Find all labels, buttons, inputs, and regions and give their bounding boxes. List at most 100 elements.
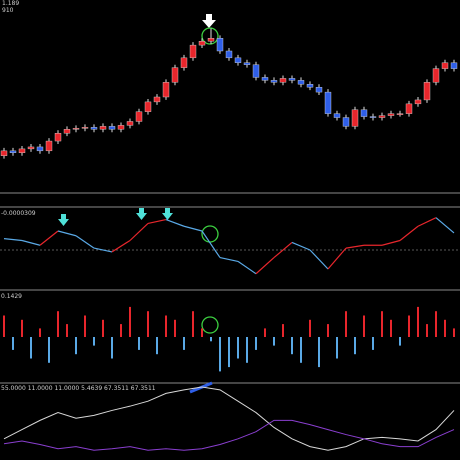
candle-body xyxy=(432,68,440,83)
candle-body xyxy=(126,121,134,126)
candle-body xyxy=(207,38,215,42)
candle-body xyxy=(387,113,395,116)
candle-body xyxy=(180,57,188,68)
down-arrow xyxy=(202,14,216,28)
candle-body xyxy=(324,91,332,114)
histogram-bar xyxy=(147,311,149,337)
candle-body xyxy=(360,109,368,117)
oscillator-segment xyxy=(399,225,419,241)
candle-body xyxy=(441,62,449,69)
candle-body xyxy=(450,62,458,69)
candle-body xyxy=(279,78,287,83)
panel-label: -0.0000309 xyxy=(1,210,36,217)
histogram-bar xyxy=(48,337,50,363)
candle-body xyxy=(27,146,35,150)
down-arrow xyxy=(58,214,69,226)
candle-body xyxy=(90,127,98,130)
candle-body xyxy=(342,117,350,127)
histogram-bar xyxy=(57,311,59,337)
histogram-bar xyxy=(93,337,95,346)
histogram-bar xyxy=(417,306,419,337)
candle-body xyxy=(297,80,305,85)
candle-body xyxy=(9,150,17,153)
histogram-bar xyxy=(363,315,365,337)
histogram-bar xyxy=(156,337,158,355)
candle-body xyxy=(306,84,314,88)
histogram-bar xyxy=(219,337,221,372)
histogram-bar xyxy=(237,337,239,359)
oscillator-segment xyxy=(201,230,221,258)
panel-label: 55.0000 11.0000 11.0000 5.4639 67.3511 6… xyxy=(1,385,156,392)
histogram-bar xyxy=(372,337,374,350)
candle-body xyxy=(0,150,8,156)
histogram-bar xyxy=(75,337,77,355)
histogram-bar xyxy=(210,337,212,342)
candle-body xyxy=(225,50,233,59)
oscillator-segment xyxy=(291,241,311,251)
oscillator-segment xyxy=(255,257,275,275)
candle-body xyxy=(18,148,26,154)
histogram-bar xyxy=(174,319,176,337)
candle-body xyxy=(315,87,323,93)
histogram-bar xyxy=(282,324,284,337)
candle-body xyxy=(351,109,359,127)
histogram-bar xyxy=(291,337,293,355)
candle-body xyxy=(171,67,179,83)
oscillator-segment xyxy=(327,247,347,270)
candle-body xyxy=(99,126,107,130)
candle-body xyxy=(162,82,170,98)
candle-body xyxy=(108,126,116,130)
histogram-bar xyxy=(192,311,194,337)
oscillator-segment xyxy=(183,225,203,232)
histogram-bar xyxy=(84,315,86,337)
candle-body xyxy=(135,111,143,122)
candle-body xyxy=(243,62,251,65)
candle-body xyxy=(396,113,404,115)
histogram-bar xyxy=(435,311,437,337)
oscillator-segment xyxy=(93,247,113,253)
histogram-bar xyxy=(318,337,320,368)
histogram-bar xyxy=(345,311,347,337)
histogram-bar xyxy=(444,319,446,337)
histogram-bar xyxy=(453,328,455,337)
oscillator-segment xyxy=(345,244,365,249)
candle-body xyxy=(261,77,269,81)
candle-body xyxy=(153,96,161,103)
oscillator-segment xyxy=(57,230,77,237)
histogram-bar xyxy=(309,319,311,337)
candle-body xyxy=(234,57,242,63)
oscillator-segment xyxy=(309,249,329,270)
histogram-bar xyxy=(327,324,329,337)
histogram-bar xyxy=(426,324,428,337)
candle-body xyxy=(72,128,80,130)
oscillator-segment xyxy=(147,219,167,224)
histogram-bar xyxy=(201,328,203,337)
candle-body xyxy=(117,125,125,130)
highlight-circle xyxy=(201,316,219,334)
candle-body xyxy=(333,113,341,118)
candle-body xyxy=(216,38,224,52)
histogram-bar xyxy=(30,337,32,359)
oscillator-segment xyxy=(3,238,23,242)
candle-body xyxy=(189,44,197,59)
oscillator-segment xyxy=(435,217,455,234)
histogram-bar xyxy=(354,337,356,355)
oscillator-segment xyxy=(129,222,149,241)
candle-body xyxy=(81,127,89,129)
down-arrow xyxy=(162,208,173,220)
histogram-bar xyxy=(12,337,14,350)
histogram-bar xyxy=(336,337,338,359)
oscillator-segment xyxy=(39,230,59,246)
histogram-bar xyxy=(138,337,140,350)
panel-label: 910 xyxy=(2,7,14,14)
histogram-bar xyxy=(66,324,68,337)
candle-body xyxy=(378,115,386,118)
histogram-bar xyxy=(408,315,410,337)
candle-body xyxy=(270,80,278,83)
candle-body xyxy=(414,99,422,105)
histogram-bar xyxy=(120,324,122,337)
histogram-bar xyxy=(264,328,266,337)
candle-body xyxy=(54,133,62,142)
histogram-bar xyxy=(129,306,131,337)
panel-label: 1.189 xyxy=(2,0,19,7)
